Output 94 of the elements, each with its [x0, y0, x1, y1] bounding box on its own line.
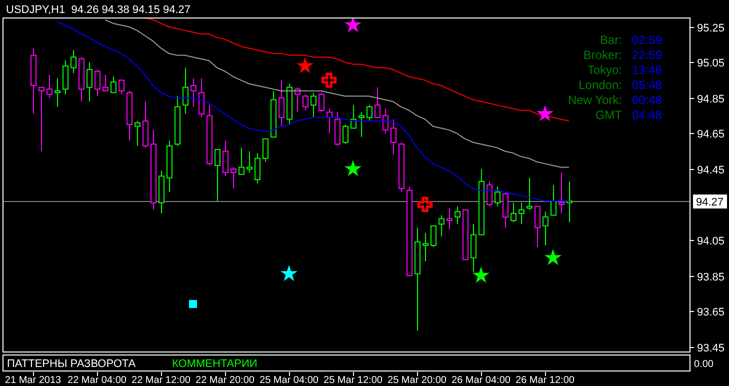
- candlestick: [302, 94, 308, 111]
- x-tick-label: 26 Mar 04:00: [452, 375, 511, 386]
- text: Bar:: [600, 33, 622, 47]
- point: [280, 264, 298, 282]
- point: [344, 18, 362, 32]
- point: [472, 266, 490, 283]
- y-tick-label: 94.65: [697, 128, 725, 140]
- x-tick-label: 22 Mar 20:00: [196, 375, 255, 386]
- candlestick: [358, 112, 364, 138]
- text: КОММЕНТАРИИ: [172, 358, 258, 370]
- candlestick: [102, 74, 108, 92]
- text: Broker:: [583, 48, 622, 62]
- candlestick: [198, 78, 204, 118]
- y-tick-label: 94.45: [697, 164, 725, 176]
- candlestick: [38, 86, 44, 152]
- line-series: [144, 18, 570, 122]
- text: 05:48: [632, 78, 662, 92]
- y-tick-label: 93.65: [697, 306, 725, 318]
- candlestick: [534, 206, 540, 248]
- candlestick: [558, 172, 564, 214]
- candlestick: [454, 206, 460, 225]
- candlestick: [510, 202, 516, 223]
- candlestick: [318, 92, 324, 113]
- x-tick-label: 26 Mar 12:00: [516, 375, 575, 386]
- candlestick: [54, 78, 60, 108]
- point: [344, 160, 362, 176]
- text: ПАТТЕРНЫ РАЗВОРОТА: [7, 358, 136, 370]
- text: 00:48: [632, 93, 662, 107]
- candlestick: [46, 74, 52, 98]
- line-series: [104, 19, 570, 168]
- candlestick: [94, 69, 100, 97]
- point: [189, 300, 197, 308]
- candlestick: [190, 78, 196, 108]
- x-tick-label: 22 Mar 04:00: [68, 375, 127, 386]
- x-tick-label: 21 Mar 2013: [4, 375, 62, 386]
- candlestick: [342, 124, 348, 145]
- candlestick: [254, 152, 260, 184]
- candlestick: [374, 86, 380, 118]
- candlestick: [238, 147, 244, 175]
- candlestick: [86, 62, 92, 102]
- x-tick-label: 22 Mar 12:00: [132, 375, 191, 386]
- candlestick: [230, 166, 236, 190]
- text: Tokyo:: [587, 63, 622, 77]
- chart-title: USDJPY,H1 94.26 94.38 94.15 94.27: [6, 4, 190, 16]
- candlestick: [486, 180, 492, 207]
- candlestick: [390, 118, 396, 156]
- text: 02:59: [632, 33, 662, 47]
- candlestick: [62, 60, 68, 95]
- candlestick: [542, 211, 548, 246]
- y-tick-label: 94.05: [697, 236, 725, 248]
- candlestick: [118, 80, 124, 95]
- x-tick-label: 25 Mar 12:00: [324, 375, 383, 386]
- candlestick: [438, 214, 444, 238]
- point: [536, 104, 554, 122]
- text: GMT: [595, 108, 623, 122]
- x-tick-label: 25 Mar 04:00: [260, 375, 319, 386]
- candlestick: [494, 186, 500, 207]
- candlestick: [310, 92, 316, 118]
- text: 13:48: [632, 63, 662, 77]
- candlestick: [222, 140, 228, 177]
- point: [417, 196, 433, 212]
- candlestick: [502, 192, 508, 228]
- point: [296, 57, 314, 74]
- candlestick: [134, 120, 140, 146]
- candlestick: [566, 180, 572, 223]
- point: [544, 248, 562, 266]
- y-tick-label: 95.05: [697, 58, 725, 70]
- candlestick: [110, 76, 116, 94]
- candlestick: [262, 138, 268, 162]
- point: [321, 72, 337, 88]
- x-tick-label: 25 Mar 20:00: [388, 375, 447, 386]
- text: London:: [578, 78, 622, 92]
- candlestick: [366, 104, 372, 122]
- candlestick: [278, 80, 284, 127]
- y-tick-label: 95.25: [697, 22, 725, 34]
- candlestick: [550, 184, 556, 216]
- y-tick-label: 93.85: [697, 272, 725, 284]
- candlestick: [214, 148, 220, 202]
- candlestick: [430, 225, 436, 248]
- text: 0.00: [694, 359, 714, 370]
- candlestick: [70, 49, 76, 74]
- candlestick: [182, 67, 188, 114]
- y-tick-label: 94.85: [697, 94, 725, 106]
- candlestick: [246, 150, 252, 174]
- candlestick: [422, 232, 428, 262]
- candlestick: [446, 208, 452, 230]
- candlestick: [526, 177, 532, 210]
- ref-line-label: 94.27: [696, 196, 724, 208]
- y-tick-label: 93.45: [697, 342, 725, 354]
- annotation: New York:: [568, 93, 622, 107]
- text: 04:48: [632, 108, 662, 122]
- candlestick: [518, 202, 524, 225]
- text: 22:59: [632, 48, 662, 62]
- candlestick: [382, 108, 388, 134]
